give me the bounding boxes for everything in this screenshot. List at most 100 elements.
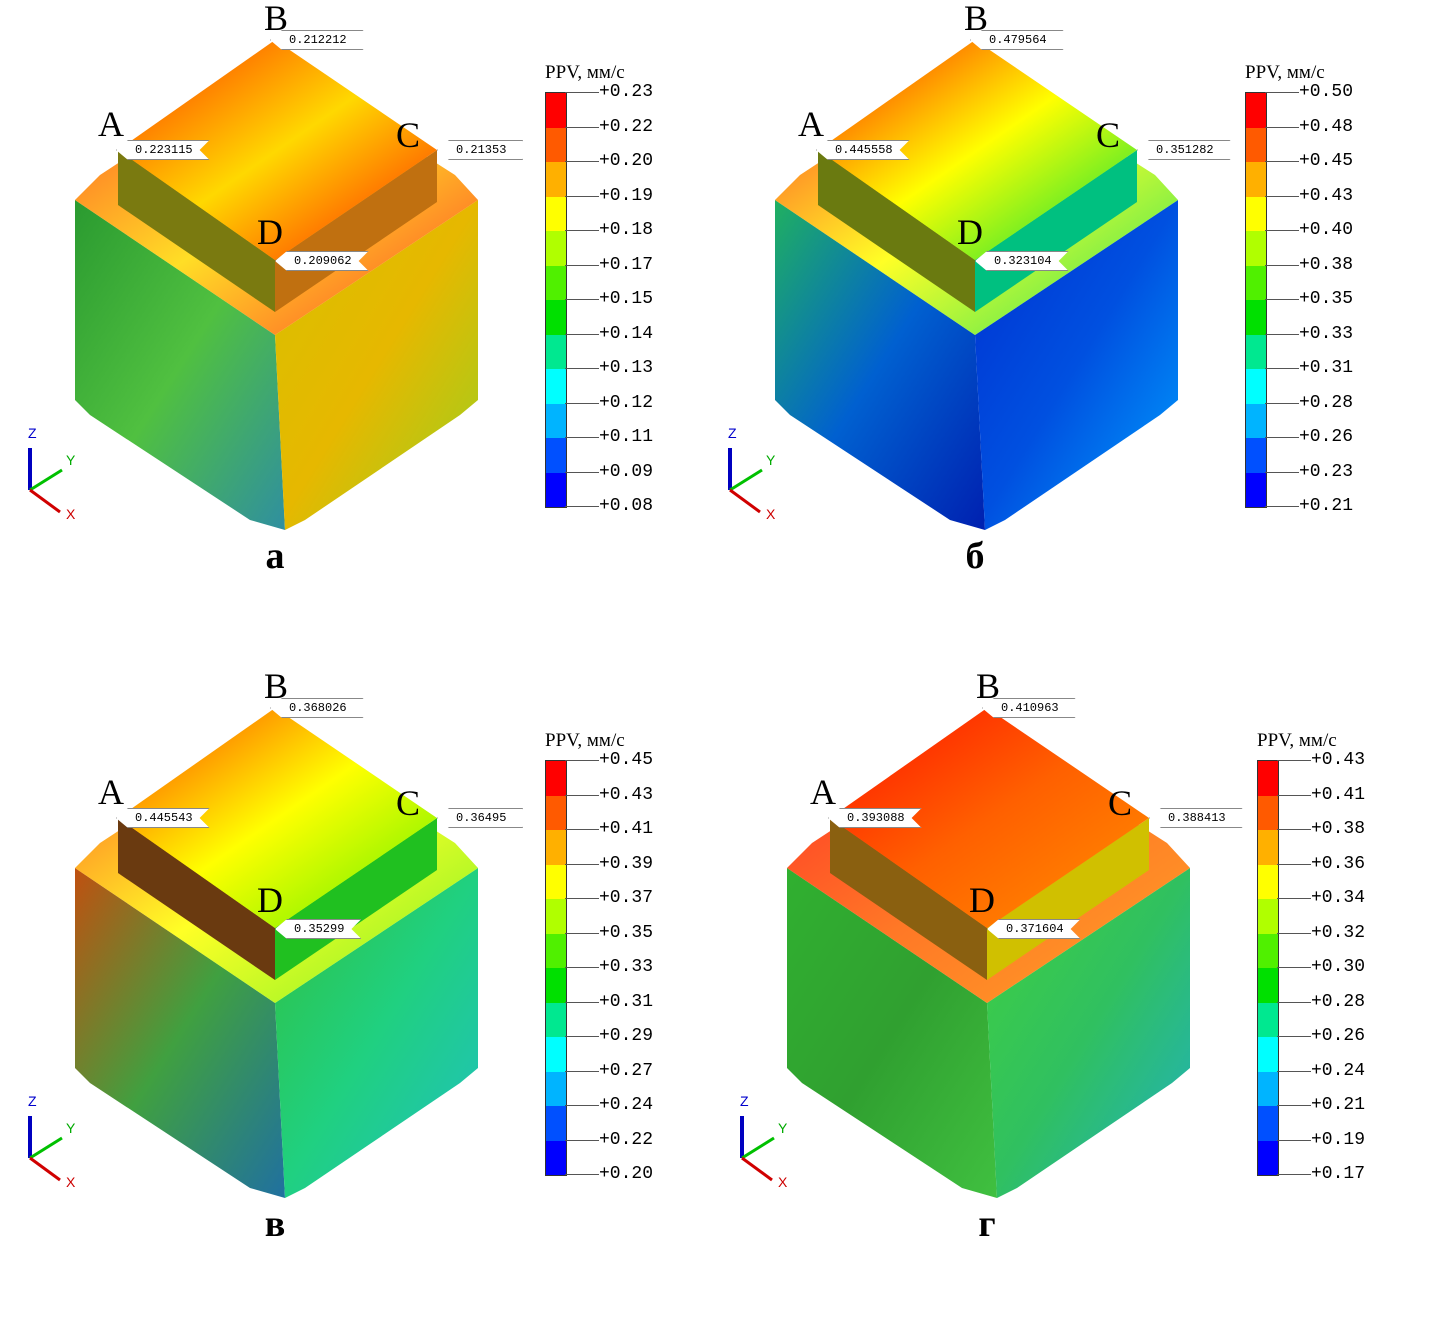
panel-letter: в <box>264 1203 286 1245</box>
panel-letter: а <box>265 535 285 577</box>
panel-а: Z Y X B A C D 0.212212 0.223115 0.21353 … <box>0 0 714 650</box>
legend-label: +0.34 <box>1311 888 1366 908</box>
legend-label: +0.23 <box>1299 461 1354 482</box>
legend-tick <box>565 92 599 93</box>
base-left-face <box>787 868 997 1198</box>
axis-z-label: Z <box>28 1093 37 1109</box>
legend-band <box>1246 162 1266 197</box>
legend-tick <box>1277 967 1311 968</box>
legend-label: +0.45 <box>1299 151 1354 171</box>
point-c-value: 0.21353 <box>437 140 523 160</box>
legend-tick <box>565 437 599 438</box>
block-top-face <box>818 40 1137 260</box>
legend-label: +0.23 <box>599 82 654 102</box>
point-d-label: D <box>957 212 983 252</box>
legend-label: +0.14 <box>599 323 654 344</box>
legend-band <box>1258 933 1278 968</box>
legend-band <box>546 795 566 830</box>
axis-z-label: Z <box>728 425 737 441</box>
legend-label: +0.38 <box>1299 254 1354 275</box>
legend-tick <box>565 829 599 830</box>
legend-label: +0.32 <box>1311 922 1366 943</box>
point-c-label: C <box>396 783 421 823</box>
legend-band <box>546 438 566 473</box>
axis-x-label: X <box>66 1174 76 1190</box>
legend-label: +0.08 <box>599 496 654 516</box>
legend-label: +0.21 <box>1299 496 1354 516</box>
legend-band <box>1258 1037 1278 1072</box>
block-top-face <box>830 708 1149 928</box>
legend-label: +0.26 <box>1299 427 1354 447</box>
legend-tick <box>565 1139 599 1141</box>
legend-label: +0.22 <box>599 116 654 137</box>
legend-label: +0.33 <box>599 957 654 977</box>
legend-label: +0.40 <box>1299 220 1354 240</box>
legend-label: +0.28 <box>1299 392 1354 413</box>
legend-tick <box>565 368 599 369</box>
legend-label: +0.35 <box>1299 289 1354 309</box>
legend-tick <box>1265 264 1299 266</box>
legend-label: +0.12 <box>599 392 654 413</box>
point-a-value: 0.445543 <box>116 808 210 828</box>
panel-letter: г <box>978 1203 996 1245</box>
legend-label: +0.13 <box>599 358 654 378</box>
legend-label: +0.30 <box>1311 957 1366 977</box>
axis-y-label: Y <box>66 1120 76 1136</box>
legend-tick <box>565 898 599 899</box>
point-c-value: 0.351282 <box>1137 140 1231 160</box>
legend-label: +0.29 <box>599 1026 654 1046</box>
legend-tick <box>1265 92 1299 93</box>
legend-band <box>546 334 566 369</box>
legend-tick <box>1277 1174 1311 1175</box>
legend-label: +0.17 <box>599 254 654 275</box>
legend-band <box>1246 369 1266 404</box>
legend-tick <box>1265 506 1299 507</box>
legend-tick <box>565 932 599 934</box>
legend-band <box>1258 1106 1278 1141</box>
point-b-value: 0.479564 <box>970 30 1064 50</box>
legend-band <box>1246 265 1266 300</box>
legend-label: +0.31 <box>599 991 654 1012</box>
legend-label: +0.18 <box>599 220 654 240</box>
legend-label: +0.43 <box>1299 185 1354 206</box>
legend-band <box>546 369 566 404</box>
base-right-face <box>987 868 1190 1198</box>
axis-y-label: Y <box>778 1120 788 1136</box>
legend-band <box>546 472 566 507</box>
legend-tick <box>565 1001 599 1003</box>
point-d-value: 0.371604 <box>987 919 1081 939</box>
legend-tick <box>1265 299 1299 300</box>
block-contour-model <box>728 40 1178 530</box>
axis-triad <box>28 448 63 514</box>
legend-title: PPV, мм/с <box>1245 62 1325 83</box>
legend-label: +0.33 <box>1299 323 1354 344</box>
legend-tick <box>1265 230 1299 231</box>
point-d-label: D <box>969 880 995 920</box>
legend-tick <box>1265 195 1299 197</box>
legend-tick <box>1277 1139 1311 1141</box>
legend-tick <box>1277 794 1311 796</box>
legend-label: +0.36 <box>1311 853 1366 874</box>
point-a-label: A <box>810 772 836 812</box>
legend-tick <box>565 1105 599 1106</box>
legend-label: +0.24 <box>599 1095 654 1115</box>
axis-z-label: Z <box>28 425 37 441</box>
legend-title: PPV, мм/с <box>1257 730 1337 751</box>
legend-tick <box>1277 1036 1311 1037</box>
base-left-face <box>75 868 285 1198</box>
legend-band <box>546 933 566 968</box>
legend-band <box>546 265 566 300</box>
legend-band <box>546 1037 566 1072</box>
point-c-label: C <box>1108 783 1133 823</box>
legend-tick <box>565 967 599 968</box>
legend-label: +0.41 <box>599 819 654 839</box>
base-right-face <box>275 200 478 530</box>
legend-tick <box>1265 471 1299 473</box>
legend-band <box>546 93 566 128</box>
point-c-value: 0.388413 <box>1149 808 1243 828</box>
legend-label: +0.37 <box>599 888 654 908</box>
legend-label: +0.31 <box>1299 358 1354 378</box>
block-right-face <box>987 818 1149 980</box>
legend-tick <box>565 264 599 266</box>
point-d-value: 0.35299 <box>275 919 361 939</box>
